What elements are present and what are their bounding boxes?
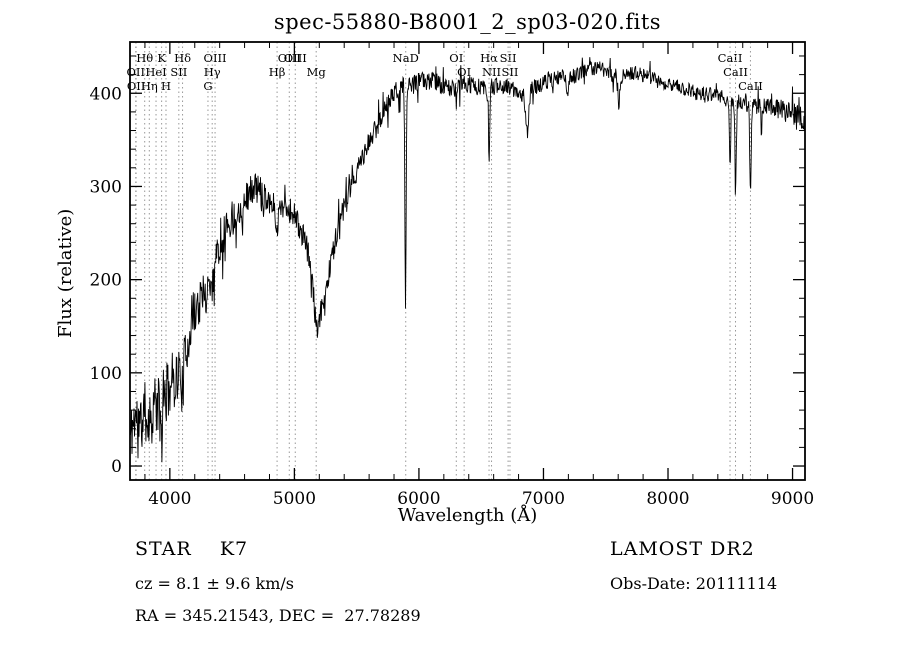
y-tick-label: 0: [111, 457, 122, 477]
spectral-line-label: SII: [500, 51, 517, 65]
spectral-line-label: OII: [127, 79, 146, 93]
spectral-line-label: OIII: [204, 51, 227, 65]
survey-text: LAMOST DR2: [610, 538, 755, 560]
spectral-line-label: SII: [170, 65, 187, 79]
spectral-line-label: OI: [449, 51, 463, 65]
spectral-line-label: Hη: [141, 79, 158, 93]
plot-frame: [129, 41, 806, 481]
cz-text: cz = 8.1 ± 9.6 km/s: [135, 574, 294, 593]
spectral-line-label: OIII: [284, 51, 307, 65]
spectrum-path: [130, 57, 805, 463]
plot-title: spec-55880-B8001_2_sp03-020.fits: [273, 10, 662, 34]
x-tick-label: 8000: [646, 489, 689, 509]
spectral-line-label: Hγ: [204, 65, 221, 79]
spectral-line-label: NaD: [393, 51, 419, 65]
spectral-line-label: CaII: [738, 79, 763, 93]
spectral-line-label: G: [203, 79, 212, 93]
spectral-line-label: NII: [482, 65, 501, 79]
spectral-line-label: K: [157, 51, 166, 65]
y-axis-label: Flux (relative): [55, 208, 76, 338]
x-axis-label: Wavelength (Å): [397, 505, 538, 526]
spectral-line-label: CaII: [723, 65, 748, 79]
spectral-line-label: Hδ: [174, 51, 191, 65]
y-tick-label: 400: [90, 84, 122, 104]
spectral-line-label: CaII: [718, 51, 743, 65]
spectral-line-label: Hα: [480, 51, 498, 65]
spectral-line-label: OII: [126, 65, 145, 79]
object-class-text: STAR K7: [135, 538, 249, 560]
spectral-line-label: H: [161, 79, 171, 93]
x-tick-label: 9000: [771, 489, 814, 509]
x-tick-label: 5000: [273, 489, 316, 509]
x-tick-label: 7000: [522, 489, 565, 509]
y-tick-label: 200: [90, 271, 122, 291]
spectral-line-label: Mg: [307, 65, 327, 79]
ra-dec-text: RA = 345.21543, DEC = 27.78289: [135, 606, 421, 625]
x-tick-label: 6000: [397, 489, 440, 509]
spectral-line-label: HeI: [145, 65, 166, 79]
spectral-line-label: Hθ: [136, 51, 153, 65]
spectral-line-label: SII: [501, 65, 518, 79]
x-tick-label: 4000: [148, 489, 191, 509]
y-tick-label: 300: [90, 177, 122, 197]
y-tick-label: 100: [90, 364, 122, 384]
spectral-line-label: Hβ: [269, 65, 286, 79]
obs-date-text: Obs-Date: 20111114: [610, 574, 778, 593]
